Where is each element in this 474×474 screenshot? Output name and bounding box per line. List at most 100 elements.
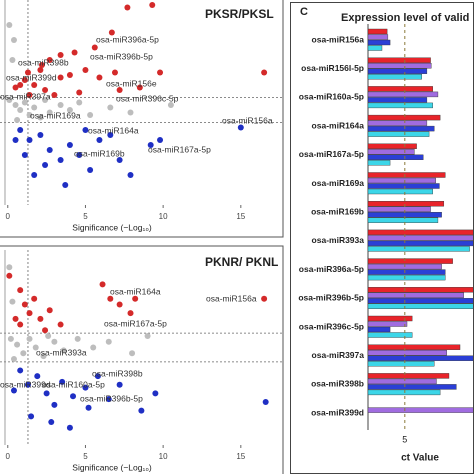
x-tick-label: 5	[402, 434, 407, 444]
point	[6, 22, 13, 28]
bar	[368, 28, 388, 35]
bar	[368, 303, 473, 309]
point	[99, 281, 106, 288]
annotation: osa-miR398b	[92, 368, 143, 378]
point	[24, 69, 31, 76]
point	[116, 157, 123, 163]
annotation: osa-miR167a-5p	[104, 318, 167, 328]
point	[20, 350, 27, 357]
point	[129, 350, 136, 357]
point	[76, 89, 83, 96]
y-tick-label: osa-miR398b	[311, 379, 364, 389]
bar	[368, 120, 428, 126]
point	[17, 82, 24, 88]
bar	[368, 86, 433, 92]
point	[37, 67, 44, 73]
point	[66, 72, 73, 78]
bar	[368, 246, 470, 252]
bar	[368, 125, 435, 132]
point	[34, 373, 41, 380]
y-tick-label: osa-miR156l-5p	[301, 63, 364, 73]
point	[42, 162, 49, 168]
panel-border	[0, 245, 284, 474]
point	[51, 401, 58, 408]
point	[107, 104, 114, 111]
panel-border	[0, 0, 284, 238]
point	[66, 424, 73, 431]
point	[42, 97, 49, 103]
y-tick-label: osa-miR167a-5p	[299, 149, 364, 159]
annotation: osa-miR164a	[88, 125, 139, 135]
point	[261, 295, 268, 302]
x-axis-label: ct Value	[401, 453, 439, 464]
point	[74, 335, 81, 342]
point	[87, 112, 94, 118]
y-tick-label: osa-miR396b-5p	[298, 293, 364, 303]
annotation: osa-miR169b	[74, 148, 125, 158]
annotation: osa-miR396b-5p	[90, 51, 153, 61]
point	[147, 142, 154, 148]
y-tick-label: osa-miR164a	[312, 120, 365, 130]
point	[94, 373, 101, 380]
bar	[368, 229, 473, 236]
point	[116, 381, 123, 388]
bar	[368, 326, 391, 333]
bar	[368, 292, 464, 298]
bar	[368, 332, 413, 338]
y-tick-label: osa-miR396c-5p	[299, 321, 364, 331]
bar	[368, 378, 437, 385]
point	[116, 87, 123, 93]
chart-title: Expression level of valid	[341, 12, 469, 24]
point	[26, 112, 33, 118]
y-tick-label: osa-miR156a	[312, 34, 365, 44]
point	[96, 137, 103, 143]
point	[12, 84, 19, 91]
point	[43, 390, 50, 397]
bar	[368, 355, 473, 361]
panel-title: PKNR/ PKNL	[205, 255, 278, 269]
annotation: osa-miR156e	[106, 78, 157, 88]
panel-title: PKSR/PKSL	[205, 7, 274, 21]
point	[82, 127, 89, 133]
point	[70, 393, 77, 400]
point	[111, 69, 118, 76]
bar	[368, 183, 440, 189]
annotation: osa-miR399d	[0, 379, 51, 389]
point	[51, 92, 58, 98]
point	[21, 152, 28, 158]
point	[59, 378, 66, 385]
point	[42, 327, 49, 334]
bar	[368, 407, 473, 413]
point	[40, 353, 47, 360]
point	[37, 114, 44, 121]
point	[9, 57, 16, 63]
point	[14, 341, 21, 348]
point	[46, 147, 53, 153]
x-tick-label: 5	[83, 212, 88, 221]
point	[57, 102, 64, 108]
bar	[368, 344, 461, 350]
point	[90, 344, 97, 351]
point	[51, 338, 58, 345]
bar	[368, 258, 453, 264]
point	[62, 182, 69, 188]
bar	[368, 217, 439, 223]
x-axis-label: Significance (−Log₁₀)	[72, 222, 152, 232]
x-tick-label: 0	[6, 452, 11, 461]
point	[127, 310, 134, 317]
point	[12, 315, 19, 322]
x-tick-label: 10	[159, 452, 168, 461]
bar	[368, 274, 446, 281]
point	[26, 310, 33, 317]
point	[12, 137, 19, 143]
point	[107, 295, 114, 302]
point	[46, 109, 53, 116]
point	[105, 338, 112, 345]
point	[124, 4, 131, 11]
bar	[368, 287, 473, 293]
point	[26, 137, 33, 143]
y-tick-label: osa-miR396a-5p	[299, 264, 364, 274]
y-tick-label: osa-miR397a	[312, 350, 365, 360]
x-tick-label: 15	[236, 452, 245, 461]
